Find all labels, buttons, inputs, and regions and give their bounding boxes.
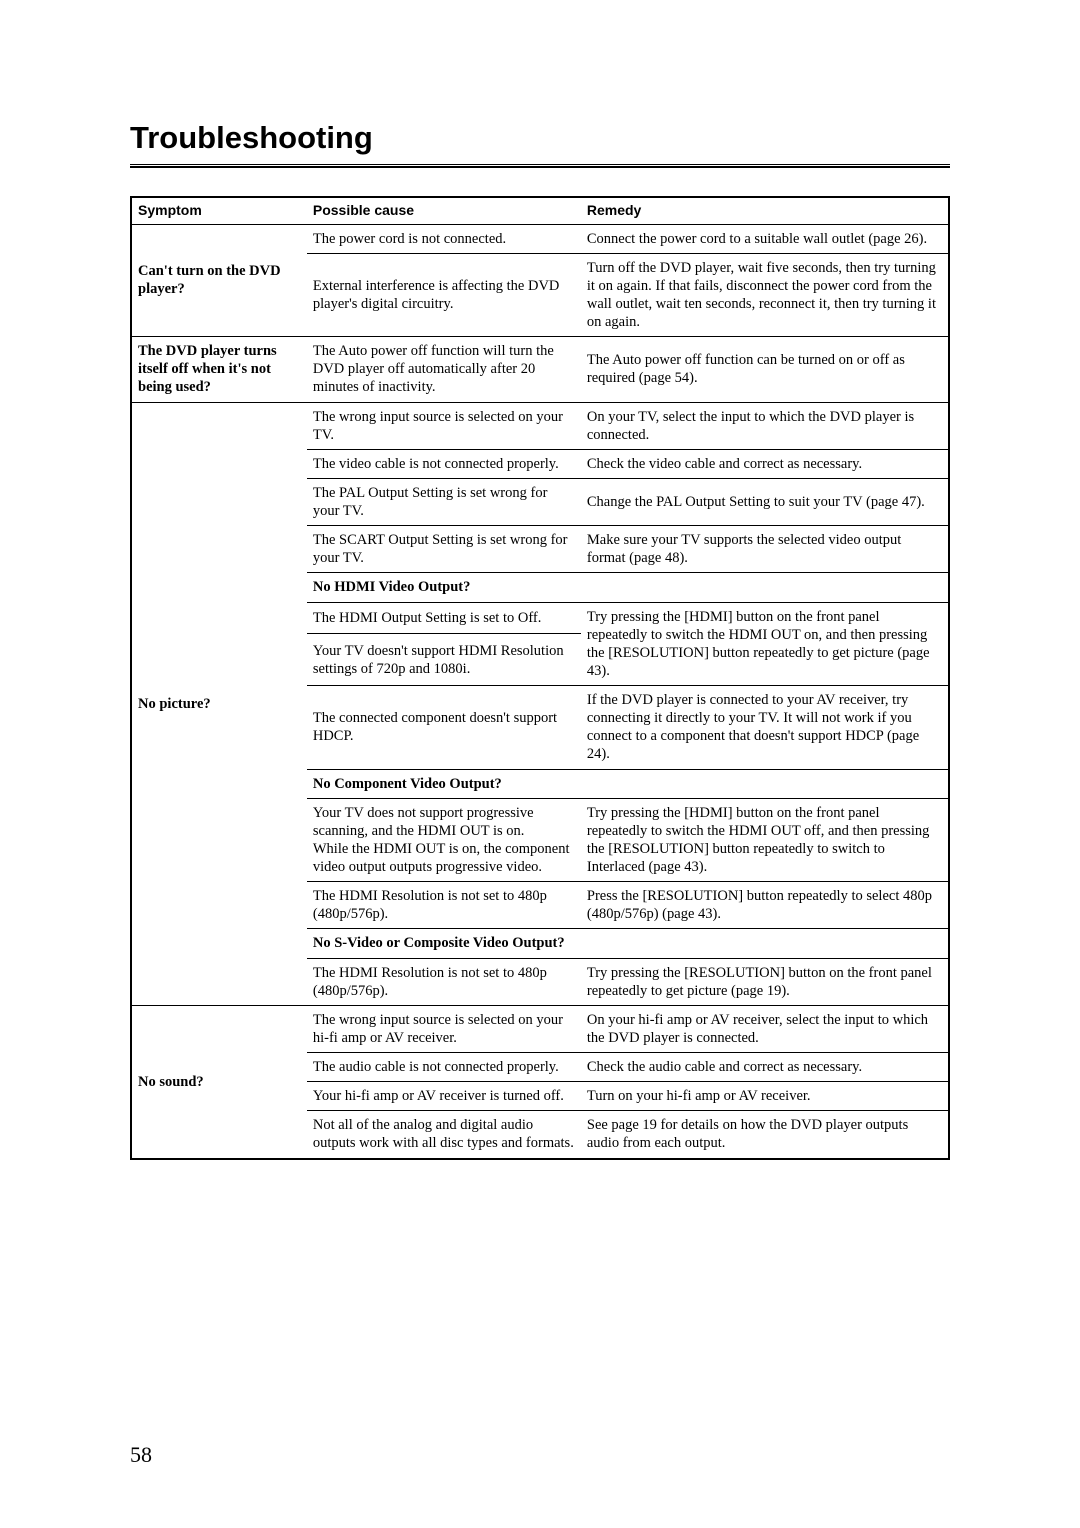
cause-cell: The audio cable is not connected properl… [307,1053,581,1082]
troubleshooting-table: Symptom Possible cause Remedy Can't turn… [130,196,950,1160]
title-divider [130,164,950,168]
cause-cell: The power cord is not connected. [307,224,581,253]
remedy-cell: If the DVD player is connected to your A… [581,686,949,770]
remedy-cell: Try pressing the [HDMI] button on the fr… [581,798,949,882]
remedy-cell: See page 19 for details on how the DVD p… [581,1111,949,1159]
remedy-cell: Press the [RESOLUTION] button repeatedly… [581,882,949,929]
sub-header: No S-Video or Composite Video Output? [307,929,949,958]
remedy-cell: Turn off the DVD player, wait five secon… [581,253,949,337]
remedy-cell: On your TV, select the input to which th… [581,402,949,449]
cause-cell: The HDMI Output Setting is set to Off. [307,602,581,634]
cause-cell: External interference is affecting the D… [307,253,581,337]
cause-cell: The HDMI Resolution is not set to 480p (… [307,882,581,929]
symptom-cell: No sound? [131,1005,307,1158]
cause-cell: Not all of the analog and digital audio … [307,1111,581,1159]
table-row: No picture?The wrong input source is sel… [131,402,949,449]
cause-cell: The video cable is not connected properl… [307,449,581,478]
remedy-cell: Check the audio cable and correct as nec… [581,1053,949,1082]
cause-cell: Your TV does not support progressive sca… [307,798,581,882]
remedy-cell: Change the PAL Output Setting to suit yo… [581,478,949,525]
remedy-cell: Connect the power cord to a suitable wal… [581,224,949,253]
page-number: 58 [130,1442,152,1468]
remedy-cell: Try pressing the [HDMI] button on the fr… [581,602,949,686]
col-symptom: Symptom [131,197,307,224]
cause-cell: The SCART Output Setting is set wrong fo… [307,526,581,573]
remedy-cell: Make sure your TV supports the selected … [581,526,949,573]
sub-header: No HDMI Video Output? [307,573,949,602]
table-row: The DVD player turns itself off when it'… [131,337,949,402]
table-row: No sound?The wrong input source is selec… [131,1005,949,1052]
page-title: Troubleshooting [130,120,950,156]
symptom-cell: Can't turn on the DVD player? [131,224,307,337]
sub-header: No Component Video Output? [307,769,949,798]
cause-cell: The wrong input source is selected on yo… [307,402,581,449]
cause-cell: The connected component doesn't support … [307,686,581,770]
remedy-cell: On your hi-fi amp or AV receiver, select… [581,1005,949,1052]
cause-cell: The wrong input source is selected on yo… [307,1005,581,1052]
cause-cell: The Auto power off function will turn th… [307,337,581,402]
cause-cell: The HDMI Resolution is not set to 480p (… [307,958,581,1005]
table-header-row: Symptom Possible cause Remedy [131,197,949,224]
col-cause: Possible cause [307,197,581,224]
table-row: Can't turn on the DVD player?The power c… [131,224,949,253]
cause-cell: Your TV doesn't support HDMI Resolution … [307,634,581,686]
remedy-cell: Check the video cable and correct as nec… [581,449,949,478]
remedy-cell: Try pressing the [RESOLUTION] button on … [581,958,949,1005]
symptom-cell: The DVD player turns itself off when it'… [131,337,307,402]
remedy-cell: The Auto power off function can be turne… [581,337,949,402]
cause-cell: Your hi-fi amp or AV receiver is turned … [307,1082,581,1111]
symptom-cell: No picture? [131,402,307,1005]
col-remedy: Remedy [581,197,949,224]
cause-cell: The PAL Output Setting is set wrong for … [307,478,581,525]
remedy-cell: Turn on your hi-fi amp or AV receiver. [581,1082,949,1111]
